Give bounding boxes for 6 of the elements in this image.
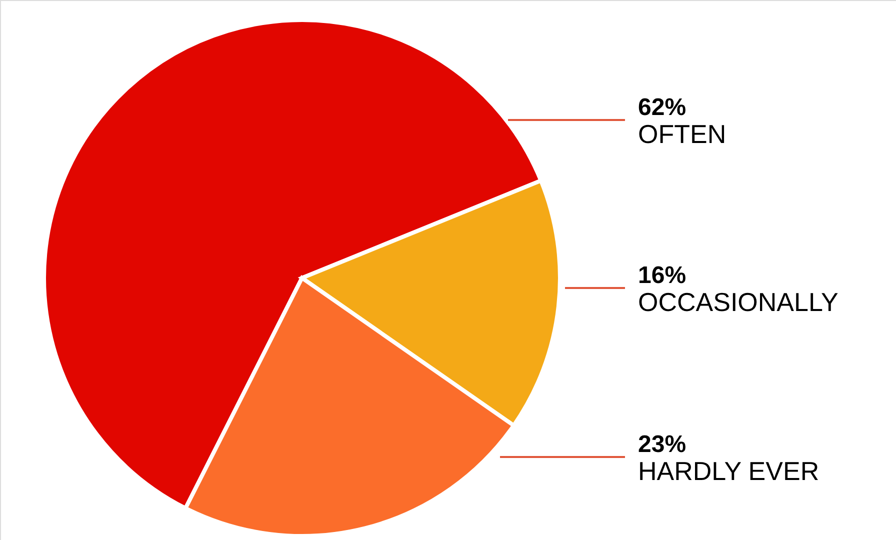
data-label: 16% bbox=[638, 262, 686, 289]
slice-label: OFTEN bbox=[638, 119, 726, 149]
slice-label: HARDLY EVER bbox=[638, 456, 820, 486]
slice-label: OCCASIONALLY bbox=[638, 287, 838, 317]
data-label: 23% bbox=[638, 431, 686, 458]
data-label: 62% bbox=[638, 94, 686, 121]
